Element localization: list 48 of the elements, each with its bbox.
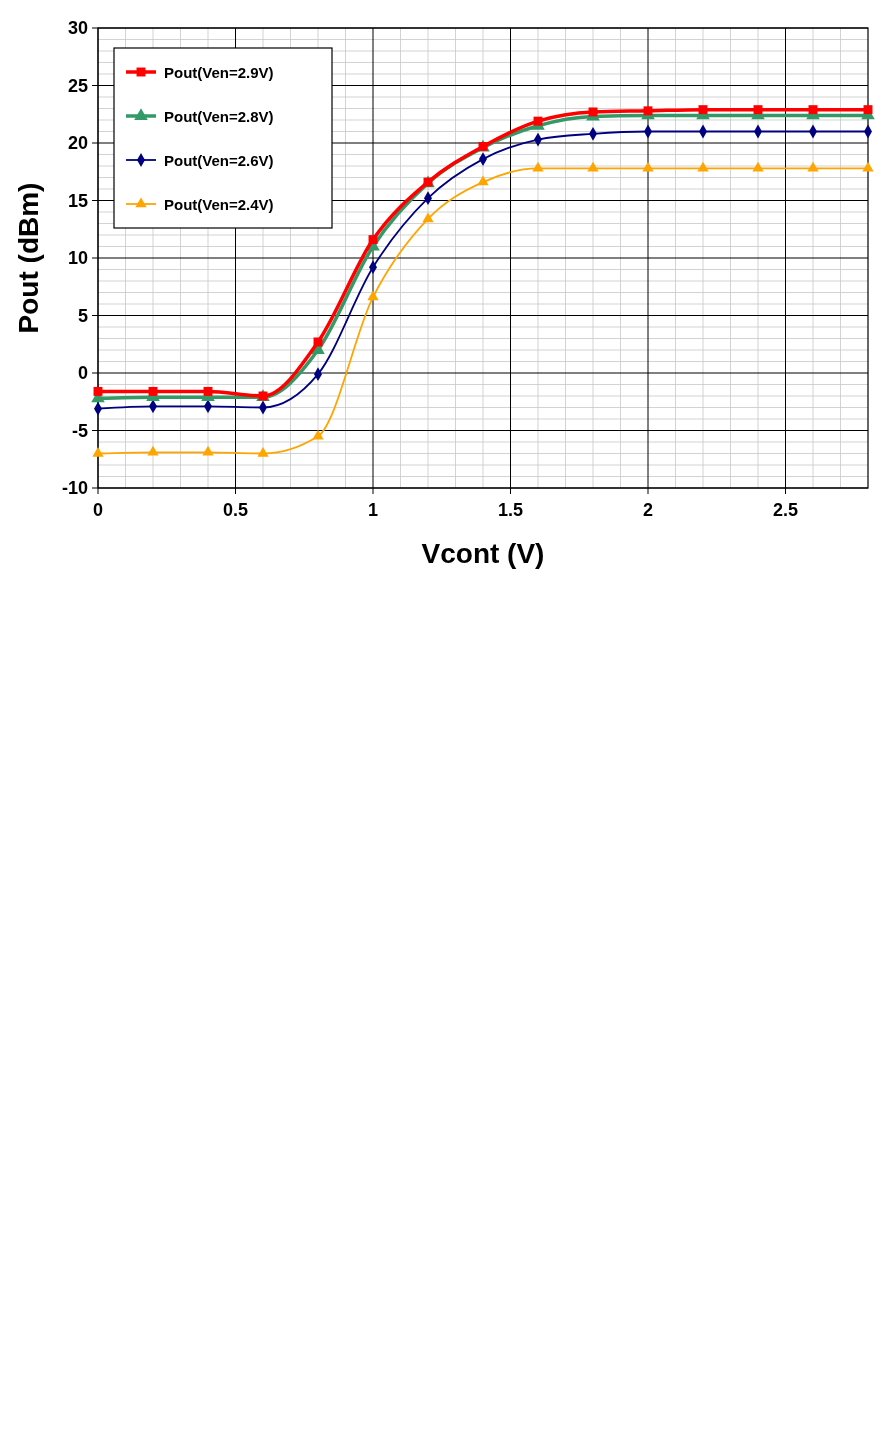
- point: [698, 105, 708, 115]
- point: [752, 161, 764, 172]
- y-tick-label: 0: [77, 363, 88, 383]
- point: [203, 386, 213, 396]
- point: [422, 212, 434, 223]
- point: [93, 386, 103, 396]
- point: [202, 445, 214, 456]
- point: [312, 429, 324, 440]
- y-tick-label: -10: [61, 478, 88, 498]
- point: [753, 105, 763, 115]
- point: [807, 161, 819, 172]
- y-tick-label: 15: [67, 190, 88, 211]
- x-tick-label: 2: [642, 500, 654, 520]
- point: [643, 106, 653, 116]
- x-tick-label: 1: [367, 500, 379, 520]
- point: [697, 161, 709, 172]
- legend-label: Pout(Ven=2.6V): [164, 152, 274, 169]
- point: [147, 445, 159, 456]
- y-tick-label: 30: [67, 18, 88, 38]
- x-tick-label: 0.5: [222, 500, 249, 520]
- x-tick-label: 0: [92, 500, 104, 520]
- y-tick-label: 25: [67, 75, 88, 96]
- legend-label: Pout(Ven=2.9V): [164, 64, 274, 81]
- point: [257, 446, 269, 457]
- legend-label: Pout(Ven=2.8V): [164, 108, 274, 125]
- point: [642, 161, 654, 172]
- point: [313, 337, 323, 347]
- point: [148, 386, 158, 396]
- x-tick-label: 2.5: [772, 500, 799, 520]
- point: [808, 105, 818, 115]
- y-tick-label: 5: [77, 305, 88, 326]
- point: [588, 107, 598, 117]
- point: [477, 175, 489, 186]
- point: [532, 161, 544, 172]
- y-axis-title: Pout (dBm): [13, 182, 44, 334]
- point: [367, 290, 379, 301]
- point: [92, 446, 104, 457]
- x-axis-title: Vcont (V): [421, 538, 545, 569]
- y-tick-label: -5: [71, 420, 88, 441]
- point: [587, 161, 599, 172]
- point: [533, 116, 543, 126]
- point: [863, 105, 873, 115]
- x-tick-label: 1.5: [497, 500, 524, 520]
- point: [368, 235, 378, 245]
- y-tick-label: 20: [67, 133, 88, 153]
- y-tick-label: 10: [67, 248, 88, 268]
- legend-label: Pout(Ven=2.4V): [164, 196, 274, 213]
- point: [862, 161, 874, 172]
